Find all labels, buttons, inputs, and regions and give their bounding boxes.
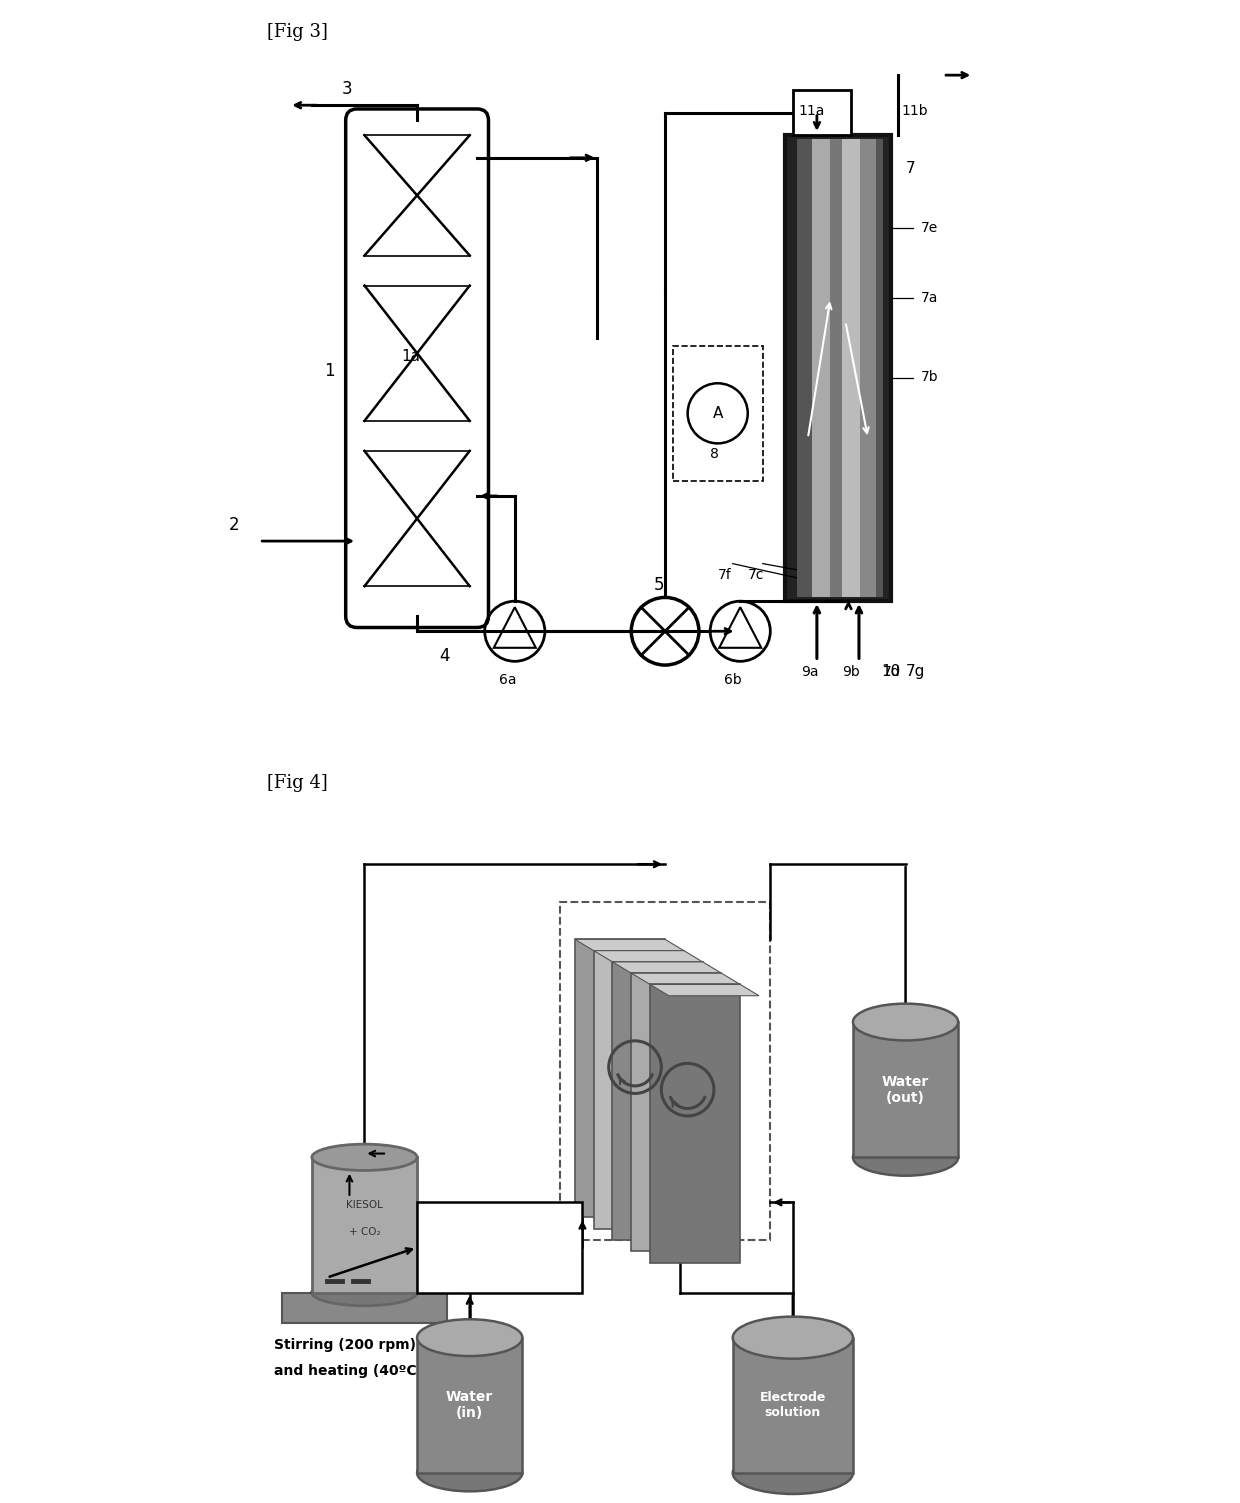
Text: 4: 4 bbox=[440, 648, 450, 666]
Text: Water
(out): Water (out) bbox=[882, 1075, 929, 1105]
Text: [Fig 3]: [Fig 3] bbox=[267, 23, 327, 41]
Text: 1: 1 bbox=[324, 362, 335, 380]
Text: 11a: 11a bbox=[799, 104, 825, 119]
Text: 10: 10 bbox=[882, 664, 900, 679]
Ellipse shape bbox=[853, 1139, 959, 1175]
Text: 9b: 9b bbox=[843, 666, 861, 679]
Text: 2: 2 bbox=[229, 516, 239, 534]
Bar bbox=[575, 939, 665, 1217]
Ellipse shape bbox=[417, 1455, 522, 1491]
Bar bbox=[831, 138, 842, 597]
Text: + CO₂: + CO₂ bbox=[348, 1226, 381, 1237]
Polygon shape bbox=[613, 962, 722, 974]
Ellipse shape bbox=[312, 1279, 417, 1306]
Bar bbox=[650, 984, 740, 1263]
Text: 7d: 7d bbox=[883, 666, 900, 679]
Bar bbox=[594, 951, 684, 1229]
Text: 7c: 7c bbox=[748, 568, 764, 582]
Text: and heating (40ºC): and heating (40ºC) bbox=[274, 1365, 423, 1378]
Text: Water
(in): Water (in) bbox=[446, 1390, 494, 1420]
Text: 3: 3 bbox=[342, 80, 352, 98]
Bar bbox=[417, 1202, 583, 1293]
Text: Stirring (200 rpm): Stirring (200 rpm) bbox=[274, 1338, 417, 1351]
Bar bbox=[312, 1157, 417, 1293]
Bar bbox=[875, 138, 883, 597]
Text: 7b: 7b bbox=[920, 370, 939, 385]
Bar bbox=[812, 138, 831, 597]
Bar bbox=[281, 1293, 448, 1323]
Text: 9a: 9a bbox=[801, 666, 818, 679]
Text: KIESOL: KIESOL bbox=[346, 1199, 383, 1210]
Bar bbox=[560, 902, 770, 1240]
Ellipse shape bbox=[733, 1317, 853, 1359]
Bar bbox=[785, 135, 890, 601]
Bar bbox=[631, 974, 722, 1250]
Bar bbox=[417, 1338, 522, 1473]
Text: [Fig 4]: [Fig 4] bbox=[267, 774, 327, 792]
Bar bbox=[861, 138, 875, 597]
Text: 7a: 7a bbox=[920, 292, 937, 305]
Text: 1a: 1a bbox=[402, 349, 420, 364]
Bar bbox=[613, 962, 703, 1240]
Text: 7e: 7e bbox=[920, 221, 937, 234]
Bar bbox=[672, 346, 763, 481]
Text: 11b: 11b bbox=[901, 104, 929, 119]
Text: Electrode
solution: Electrode solution bbox=[760, 1392, 826, 1419]
Text: A: A bbox=[713, 406, 723, 421]
Ellipse shape bbox=[312, 1144, 417, 1171]
Text: 7: 7 bbox=[905, 161, 915, 176]
Text: 6a: 6a bbox=[498, 673, 516, 687]
Bar bbox=[853, 1022, 959, 1157]
Bar bbox=[792, 90, 851, 135]
Polygon shape bbox=[650, 984, 759, 995]
Text: 5: 5 bbox=[653, 576, 665, 594]
Bar bbox=[733, 1338, 853, 1473]
Polygon shape bbox=[631, 974, 740, 984]
Bar bbox=[842, 138, 861, 597]
Text: 7f: 7f bbox=[718, 568, 732, 582]
Text: 7g: 7g bbox=[905, 664, 925, 679]
FancyBboxPatch shape bbox=[346, 110, 489, 628]
Ellipse shape bbox=[417, 1320, 522, 1356]
Ellipse shape bbox=[733, 1452, 853, 1494]
Bar bbox=[796, 138, 812, 597]
Polygon shape bbox=[594, 950, 703, 962]
Text: 6b: 6b bbox=[724, 673, 742, 687]
Polygon shape bbox=[575, 939, 684, 950]
Ellipse shape bbox=[853, 1004, 959, 1040]
Text: 8: 8 bbox=[711, 448, 719, 461]
